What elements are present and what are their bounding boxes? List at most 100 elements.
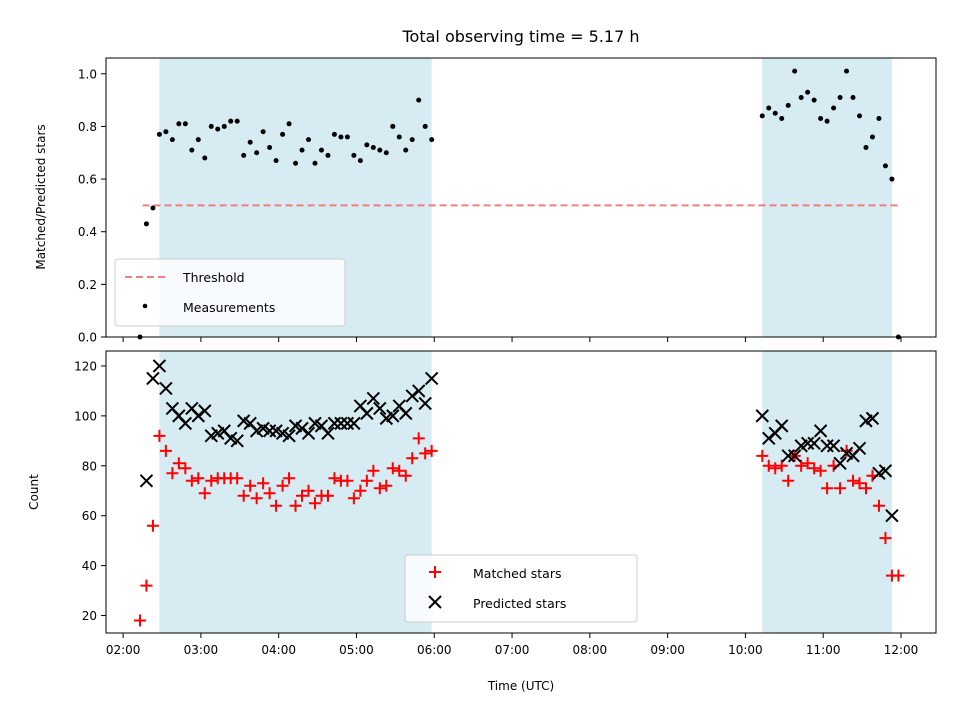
- predicted-star-point: [295, 421, 309, 436]
- legend-matched-label: Matched stars: [473, 566, 561, 581]
- measurement-point: [772, 110, 778, 116]
- predicted-star-point: [826, 439, 841, 453]
- matched-star-point: [257, 477, 270, 490]
- measurement-point: [299, 147, 305, 153]
- predicted-star-point: [800, 436, 815, 451]
- measurement-point: [143, 221, 149, 227]
- y-tick-label: 60: [82, 509, 97, 523]
- measurement-point: [215, 126, 221, 132]
- matched-star-point: [166, 467, 179, 480]
- measurement-point: [383, 150, 389, 156]
- x-tick-label: 07:00: [495, 643, 530, 657]
- measurement-point: [182, 121, 188, 127]
- measurement-point: [241, 152, 247, 158]
- matched-star-point: [380, 479, 393, 492]
- predicted-star-point: [347, 416, 361, 431]
- matched-star-point: [289, 499, 302, 512]
- legend-matched-swatch: [429, 566, 441, 578]
- matched-star-point: [296, 489, 309, 502]
- measurement-point: [766, 105, 772, 111]
- measurement-point: [221, 123, 227, 129]
- matched-star-point: [328, 472, 341, 485]
- x-tick-label: 10:00: [728, 643, 763, 657]
- predicted-star-point: [762, 431, 776, 446]
- matched-star-point: [237, 489, 250, 502]
- measurement-point: [818, 116, 824, 122]
- measurement-point: [150, 205, 156, 211]
- measurement-point: [260, 129, 266, 135]
- measurement-point: [208, 123, 214, 129]
- predicted-star-point: [139, 474, 154, 488]
- measurement-point: [390, 123, 396, 129]
- measurement-point: [228, 118, 234, 124]
- y-tick-label: 0.2: [78, 278, 97, 292]
- measurement-point: [163, 129, 169, 135]
- predicted-star-point: [820, 439, 834, 453]
- measurement-point: [267, 144, 273, 150]
- measurement-point: [889, 176, 895, 182]
- matched-star-point: [872, 499, 885, 512]
- legend-box: [114, 258, 346, 327]
- measurement-point: [247, 139, 253, 145]
- legend-predicted-swatch: [428, 595, 442, 609]
- y-tick-label: 80: [82, 459, 97, 473]
- measurement-point: [805, 89, 811, 95]
- y-tick-label: 0.4: [78, 225, 97, 239]
- y-tick-label: 20: [82, 609, 97, 623]
- predicted-star-point: [327, 416, 342, 431]
- measurement-point: [409, 137, 415, 143]
- y-tick-label: 0.8: [78, 120, 97, 134]
- matched-star-point: [853, 477, 866, 490]
- matched-star-point: [347, 492, 360, 505]
- matched-star-point: [302, 484, 315, 497]
- matched-star-point: [406, 452, 419, 465]
- y-tick-label: 0.6: [78, 173, 97, 187]
- measurement-point: [273, 158, 279, 164]
- x-tick-label: 09:00: [650, 643, 685, 657]
- predicted-star-point: [373, 401, 387, 416]
- measurement-point: [876, 116, 882, 122]
- measurement-point: [189, 147, 195, 153]
- matched-star-point: [801, 457, 814, 470]
- matched-star-point: [185, 474, 198, 487]
- x-tick-label: 08:00: [573, 643, 608, 657]
- measurement-point: [429, 137, 435, 143]
- matched-star-point: [172, 457, 185, 470]
- x-ticks: 02:00 03:00 04:00 05:00 06:00 07:00 08:00 09:00…: [106, 633, 918, 657]
- measurement-point: [176, 121, 182, 127]
- matched-star-point: [834, 482, 847, 495]
- predicted-star-point: [146, 371, 160, 386]
- matched-star-point: [879, 532, 892, 545]
- matched-star-point: [146, 519, 159, 532]
- matched-star-point: [133, 614, 146, 627]
- matched-star-point: [814, 464, 827, 477]
- matched-star-point: [412, 432, 425, 445]
- x-ticks: [122, 337, 902, 342]
- predicted-star-point: [152, 359, 167, 373]
- predicted-star-point: [386, 409, 400, 423]
- y-tick-label: 40: [82, 559, 97, 573]
- matched-star-point: [821, 482, 834, 495]
- x-tick-label: 12:00: [884, 643, 919, 657]
- matched-star-point: [399, 469, 412, 482]
- y-tick-label: 0.0: [78, 331, 97, 345]
- legend: Threshold Measurements: [114, 258, 346, 327]
- matched-star-point: [360, 474, 373, 487]
- y-axis-label: Matched/Predicted stars: [34, 124, 48, 269]
- y-ticks: 20 40 60 80 100 120: [74, 359, 106, 623]
- measurement-point: [280, 131, 286, 137]
- predicted-star-point: [865, 411, 880, 426]
- measurement-point: [254, 150, 260, 156]
- matched-star-point: [354, 484, 367, 497]
- measurement-point: [306, 137, 312, 143]
- y-tick-label: 100: [74, 409, 97, 423]
- x-tick-label: 04:00: [261, 643, 296, 657]
- predicted-star-point: [230, 434, 244, 448]
- y-tick-label: 1.0: [78, 67, 97, 81]
- predicted-star-point: [399, 406, 413, 421]
- measurement-point: [824, 118, 830, 124]
- measurement-point: [357, 158, 363, 164]
- measurement-point: [169, 137, 175, 143]
- legend-threshold-label: Threshold: [182, 270, 245, 285]
- measurement-point: [325, 152, 331, 158]
